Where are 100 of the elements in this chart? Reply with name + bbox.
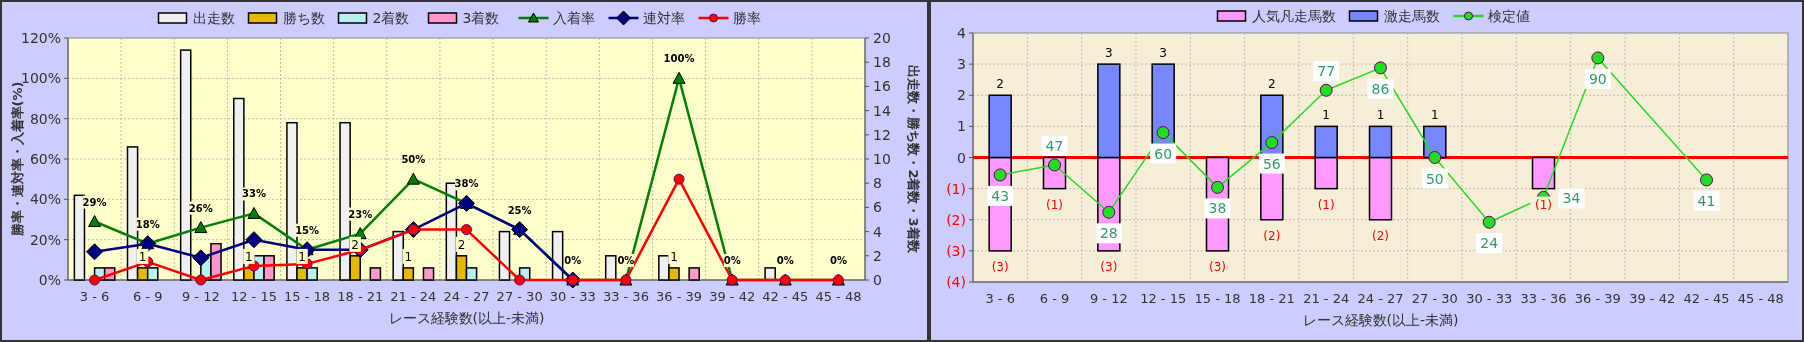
data-label: 100% [663, 53, 695, 65]
x-tick-label: 24 - 27 [1357, 291, 1404, 306]
data-label: 24 [1480, 235, 1499, 252]
y-tick-label: 80% [29, 110, 61, 127]
data-label: 0% [776, 255, 794, 266]
x-tick-label: 9 - 12 [1089, 291, 1128, 306]
data-label: 0% [829, 255, 847, 266]
data-label: 2 [457, 237, 466, 252]
data-label: 0% [723, 255, 741, 266]
y-tick-label: 0% [38, 272, 61, 288]
y-tick-label: 3 [957, 56, 966, 73]
data-label: 34 [1562, 190, 1581, 207]
x-tick-label: 18 - 21 [337, 289, 384, 304]
x-tick-label: 12 - 15 [1140, 291, 1187, 306]
data-label: (3) [1100, 259, 1118, 274]
x-tick-label: 9 - 12 [181, 289, 220, 304]
data-label: 43 [991, 187, 1010, 204]
x-tick-label: 21 - 24 [1303, 291, 1350, 306]
y-tick-label: 120% [20, 30, 61, 46]
x-tick-label: 30 - 33 [1466, 291, 1513, 306]
data-label: 1 [245, 249, 253, 264]
x-tick-label: 15 - 18 [284, 289, 331, 304]
x-tick-label: 30 - 33 [549, 289, 596, 304]
data-label: (3) [1209, 259, 1226, 274]
x-tick-label: 6 - 9 [1039, 291, 1070, 306]
legend-label: 出走数 [192, 10, 235, 26]
legend-label: 2着数 [372, 10, 410, 26]
y-tick-label: 0 [957, 149, 966, 166]
y-tick-label: 20% [29, 231, 61, 248]
x-tick-label: 15 - 18 [1194, 291, 1241, 306]
y2-tick-label: 12 [873, 126, 891, 143]
x-tick-label: 27 - 30 [1411, 291, 1458, 306]
data-label: (3) [991, 259, 1009, 274]
x-tick-label: 21 - 24 [390, 289, 437, 304]
data-label: 47 [1045, 137, 1064, 154]
data-label: 77 [1317, 63, 1336, 80]
x-tick-label: 27 - 30 [496, 289, 543, 304]
data-label: 0% [564, 255, 582, 266]
x-tick-label: 33 - 36 [602, 289, 649, 304]
y-tick-label: 60% [29, 151, 61, 167]
y-tick-label: (2) [946, 211, 966, 228]
x-tick-label: 3 - 6 [79, 289, 110, 304]
x-tick-label: 36 - 39 [1574, 291, 1621, 306]
y2-tick-label: 20 [873, 30, 891, 46]
data-label: 25% [507, 204, 532, 216]
data-label: 1 [298, 249, 306, 264]
legend-label: 勝率 [732, 10, 761, 26]
y-tick-label: (4) [946, 274, 966, 290]
legend-label: 検定値 [1487, 8, 1530, 24]
y2-tick-label: 4 [873, 223, 882, 240]
y2-tick-label: 8 [873, 175, 882, 192]
data-label: 38 [1208, 200, 1227, 217]
x-tick-label: 45 - 48 [815, 289, 862, 304]
x-tick-label: 12 - 15 [230, 289, 277, 304]
data-label: 0% [617, 255, 635, 266]
data-label: 50% [401, 154, 426, 166]
data-label: (1) [1317, 197, 1335, 212]
data-label: 60 [1154, 145, 1173, 162]
x-tick-label: 36 - 39 [656, 289, 703, 304]
data-label: 1 [1376, 108, 1385, 123]
y-tick-label: (1) [946, 180, 966, 197]
legend-label: 激走馬数 [1383, 8, 1440, 24]
data-label: 50 [1425, 170, 1444, 187]
x-tick-label: 6 - 9 [132, 289, 163, 304]
x-axis-title: レース経験数(以上-未満) [388, 310, 545, 326]
data-label: 23% [348, 208, 373, 220]
data-label: 3 [1105, 46, 1113, 61]
y2-tick-label: 6 [873, 199, 882, 216]
data-label: 90 [1588, 70, 1607, 87]
data-label: 3 [1159, 46, 1167, 61]
x-tick-label: 33 - 36 [1520, 291, 1567, 306]
y-tick-label: 4 [957, 25, 967, 41]
x-tick-label: 18 - 21 [1248, 291, 1295, 306]
data-label: 29% [82, 196, 107, 208]
x-tick-label: 24 - 27 [443, 289, 490, 304]
y-tick-label: (3) [946, 242, 966, 259]
y-tick-label: 2 [957, 87, 966, 104]
x-tick-label: 3 - 6 [985, 291, 1015, 306]
y-tick-label: 1 [957, 118, 966, 135]
data-label: 1 [670, 249, 678, 264]
data-label: (2) [1372, 228, 1389, 243]
data-label: 38% [454, 178, 479, 190]
x-tick-label: 39 - 42 [1629, 291, 1676, 306]
data-label: 2 [351, 237, 360, 252]
data-label: (1) [1046, 197, 1063, 212]
x-tick-label: 39 - 42 [709, 289, 756, 304]
legend-label: 人気凡走馬数 [1251, 8, 1336, 24]
y2-axis-title: 出走数・勝ち数・2着数・3着数 [906, 65, 921, 254]
data-label: 33% [242, 188, 266, 200]
y2-tick-label: 2 [873, 247, 882, 264]
data-label: 56 [1262, 155, 1281, 172]
x-tick-label: 42 - 45 [1683, 291, 1730, 306]
data-label: 1 [1322, 108, 1330, 123]
x-tick-label: 45 - 48 [1737, 291, 1784, 306]
data-label: 1 [1431, 108, 1439, 123]
y2-tick-label: 18 [873, 54, 891, 71]
data-label: 18% [135, 218, 160, 230]
data-label: 2 [996, 77, 1004, 92]
data-label: 2 [1268, 77, 1276, 92]
y2-tick-label: 0 [873, 272, 882, 288]
